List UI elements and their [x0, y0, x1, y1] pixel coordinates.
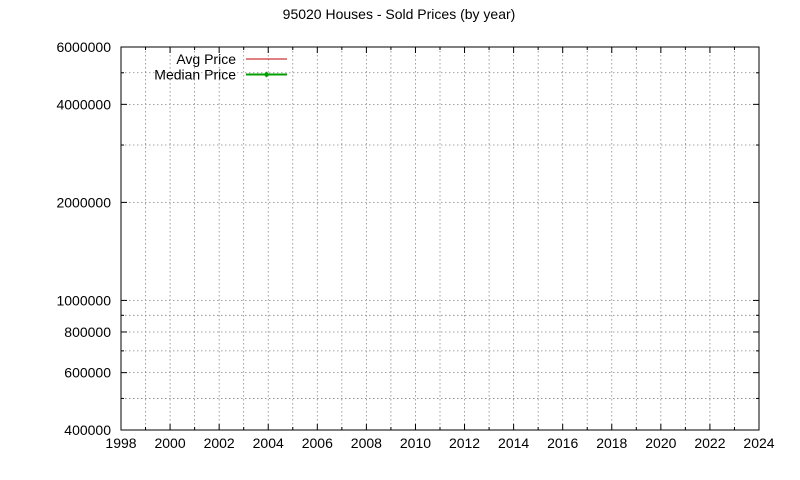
x-tick-label: 2002 — [204, 435, 235, 451]
x-tick-label: 2010 — [400, 435, 431, 451]
x-tick-label: 2012 — [449, 435, 480, 451]
y-tick-label: 4000000 — [56, 96, 111, 112]
x-tick-label: 1998 — [105, 435, 136, 451]
y-tick-labels: 400000 600000 800000 1000000 2000000 4000000 6… — [56, 39, 111, 438]
chart-title: 95020 Houses - Sold Prices (by year) — [283, 6, 516, 22]
y-tick-label: 400000 — [64, 422, 111, 438]
plot-frame — [120, 46, 760, 431]
legend-label: Median Price — [154, 67, 236, 83]
x-tick-label: 2022 — [694, 435, 725, 451]
x-tick-label: 2024 — [743, 435, 774, 451]
x-tick-label: 2014 — [498, 435, 529, 451]
x-tick-label: 2016 — [547, 435, 578, 451]
x-tick-label: 2020 — [645, 435, 676, 451]
x-tick-label: 2008 — [351, 435, 382, 451]
x-tick-label: 2004 — [253, 435, 284, 451]
y-tick-label: 6000000 — [56, 39, 111, 55]
y-tick-label: 2000000 — [56, 194, 111, 210]
legend-label: Avg Price — [176, 51, 236, 67]
x-tick-label: 2018 — [596, 435, 627, 451]
x-tick-label: 2000 — [154, 435, 185, 451]
x-tick-labels: 1998 2000 2002 2004 2006 2008 2010 2012 2014 2016… — [105, 435, 774, 451]
y-tick-label: 600000 — [64, 365, 111, 381]
grid — [121, 47, 759, 430]
y-tick-label: 800000 — [64, 324, 111, 340]
x-tick-label: 2006 — [302, 435, 333, 451]
y-tick-label: 1000000 — [56, 292, 111, 308]
legend-marker — [263, 71, 270, 78]
